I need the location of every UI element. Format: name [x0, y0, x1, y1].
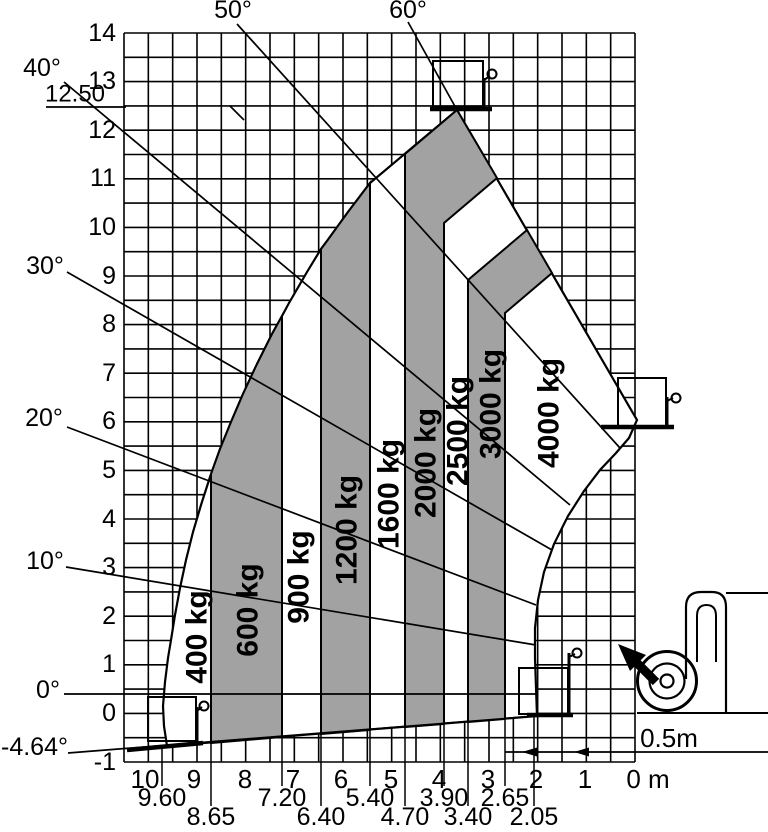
boom-pivot-arrow-head [618, 644, 646, 671]
zone-label-1200: 1200 kg [331, 475, 364, 585]
y-tick-9: 9 [102, 262, 116, 290]
reach-label-5.40: 5.40 [346, 784, 395, 812]
offset-dimension-label: 0.5m [640, 723, 698, 753]
y-tick-7: 7 [102, 359, 116, 387]
angle-line-10° [65, 566, 537, 646]
angle-label-40°: 40° [23, 54, 61, 82]
machine-fender-outer [684, 590, 728, 713]
x-tick-9: 9 [187, 764, 201, 794]
y-tick-8: 8 [102, 310, 116, 338]
y-tick-10: 10 [88, 213, 116, 241]
reach-label-4.70: 4.70 [381, 803, 430, 831]
reach-label-9.60: 9.60 [138, 784, 187, 812]
y-tick-3: 3 [102, 553, 116, 581]
zone-label-1600: 1600 kg [373, 439, 406, 549]
y-tick--1: -1 [94, 748, 116, 776]
x-tick-7: 7 [286, 764, 300, 794]
zone-label-600: 600 kg [232, 563, 265, 656]
x-tick-2: 2 [529, 764, 543, 794]
zone-label-4000: 4000 kg [533, 358, 566, 468]
angle-label-10°: 10° [26, 547, 64, 575]
angle-line-40° [63, 81, 571, 506]
reach-label-2.05: 2.05 [510, 803, 559, 831]
offset-dimension-arrow [574, 747, 589, 757]
carriage-icon-inner-hook-ring [571, 647, 583, 659]
offset-dimension-arrow [522, 747, 537, 757]
x-tick-4: 4 [432, 764, 446, 794]
y-tick-14: 14 [88, 19, 116, 47]
x-tick-10: 10 [131, 764, 160, 794]
zone-label-900: 900 kg [283, 530, 316, 623]
reach-label-8.65: 8.65 [187, 803, 236, 831]
carriage-icon-max-reach-hook-ring [198, 700, 210, 712]
reach-label-2.65: 2.65 [481, 784, 530, 812]
carriage-icon-max-reach-fork-blade [126, 740, 204, 753]
max-height-slash [229, 105, 245, 121]
y-tick-0: 0 [102, 699, 116, 727]
max-height-label: 12.50 [45, 81, 105, 108]
zone-label-2500: 2500 kg [442, 376, 475, 486]
y-tick-1: 1 [102, 650, 116, 678]
x-tick-5: 5 [384, 764, 398, 794]
carriage-icon-right-hook-ring [670, 392, 682, 404]
wheel-circle [659, 673, 675, 689]
angle-label-20°: 20° [25, 404, 63, 432]
carriage-icon-top-hook-ring [486, 68, 498, 80]
x-tick-0 m: 0 m [626, 764, 669, 794]
angle-label--4.64°: -4.64° [1, 733, 68, 761]
carriage-icon-inner-hook [568, 653, 576, 658]
y-tick-13: 13 [88, 67, 116, 95]
angle-label-60°: 60° [389, 0, 427, 24]
machine-fender-inner [696, 603, 717, 662]
reach-label-7.20: 7.20 [258, 784, 307, 812]
angle-line-30° [66, 271, 553, 551]
angle-line-50° [236, 23, 621, 449]
x-tick-6: 6 [334, 764, 348, 794]
zone-label-3000: 3000 kg [475, 349, 508, 459]
y-tick-6: 6 [102, 407, 116, 435]
angle-label-0°: 0° [36, 676, 60, 704]
x-tick-3: 3 [481, 764, 495, 794]
zone-1200kg [320, 180, 371, 736]
y-tick-12: 12 [88, 116, 116, 144]
zone-label-400: 400 kg [181, 590, 214, 683]
angle-label-30°: 30° [26, 252, 64, 280]
y-tick-2: 2 [102, 602, 116, 630]
x-tick-1: 1 [578, 764, 592, 794]
angle-label-50°: 50° [214, 0, 252, 24]
boom-pivot-arrow-shaft [633, 659, 660, 686]
angle-line-20° [66, 426, 537, 606]
y-tick-4: 4 [102, 505, 116, 533]
reach-label-6.40: 6.40 [297, 803, 346, 831]
wheel-circle [636, 650, 698, 712]
zone-label-2000: 2000 kg [410, 408, 443, 518]
reach-label-3.90: 3.90 [420, 784, 469, 812]
zone-600kg [210, 312, 283, 745]
y-tick-5: 5 [102, 456, 116, 484]
reach-label-3.40: 3.40 [444, 803, 493, 831]
x-tick-8: 8 [238, 764, 252, 794]
y-tick-11: 11 [90, 164, 116, 192]
